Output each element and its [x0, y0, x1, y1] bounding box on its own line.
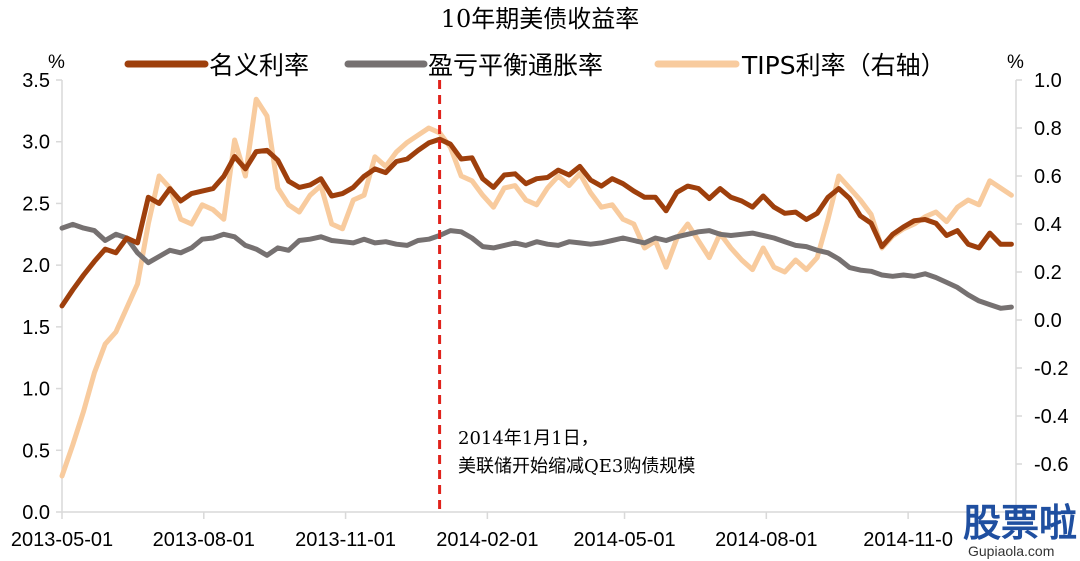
- x-tick-label: 2014-02-01: [436, 529, 538, 551]
- left-tick-label: 0.0: [22, 502, 50, 524]
- watermark-brand: 股票啦: [963, 501, 1077, 545]
- right-tick-label: 1.0: [1034, 70, 1062, 92]
- right-tick-label: -0.4: [1034, 406, 1068, 428]
- right-tick-label: -0.2: [1034, 358, 1068, 380]
- right-tick-label: 0.4: [1034, 214, 1062, 236]
- left-tick-label: 2.5: [22, 193, 50, 215]
- annotation-text-line: 美联储开始缩减QE3购债规模: [458, 456, 695, 477]
- right-tick-label: 0.6: [1034, 166, 1062, 188]
- tips-line: [59, 96, 1014, 479]
- legend-label-tips: TIPS利率（右轴）: [741, 51, 946, 80]
- right-tick-label: 0.2: [1034, 262, 1062, 284]
- series-layer: [59, 96, 1014, 479]
- left-tick-label: 2.0: [22, 255, 50, 277]
- right-tick-label: 0.8: [1034, 118, 1062, 140]
- annotation-text-line: 2014年1月1日，: [458, 428, 599, 449]
- x-tick-label: 2014-08-01: [715, 529, 817, 551]
- left-tick-label: 1.0: [22, 379, 50, 401]
- x-tick-label: 2013-08-01: [153, 529, 255, 551]
- x-tick-label: 2013-11-01: [295, 529, 396, 551]
- x-tick-label: 2014-05-01: [573, 529, 675, 551]
- left-axis-unit: %: [48, 52, 65, 73]
- left-tick-label: 3.5: [22, 70, 50, 92]
- chart-title: 10年期美债收益率: [441, 5, 640, 33]
- x-tick-label: 2014-11-0: [863, 529, 953, 551]
- axes: 0.0 0.5 1.0 1.5 2.0 2.5 3.0 3.5 -0.6 -0.4 -0.2 0.0 0…: [11, 70, 1069, 551]
- nominal-line: [59, 136, 1014, 309]
- x-tick-label: 2013-05-01: [11, 529, 113, 551]
- annotation-layer: 2014年1月1日， 美联储开始缩减QE3购债规模: [438, 80, 695, 512]
- left-tick-label: 3.0: [22, 132, 50, 154]
- right-axis-unit: %: [1007, 52, 1024, 73]
- legend: 名义利率 盈亏平衡通胀率 TIPS利率（右轴）: [124, 51, 946, 80]
- legend-label-nominal: 名义利率: [209, 51, 309, 80]
- legend-label-breakeven: 盈亏平衡通胀率: [428, 51, 603, 80]
- watermark: 股票啦 Gupiaola.com: [963, 501, 1077, 559]
- breakeven-line: [59, 221, 1014, 311]
- left-tick-label: 0.5: [22, 440, 50, 462]
- right-tick-label: -0.6: [1034, 454, 1068, 476]
- watermark-url: Gupiaola.com: [968, 543, 1054, 559]
- left-tick-label: 1.5: [22, 317, 50, 339]
- right-tick-label: 0.0: [1034, 310, 1062, 332]
